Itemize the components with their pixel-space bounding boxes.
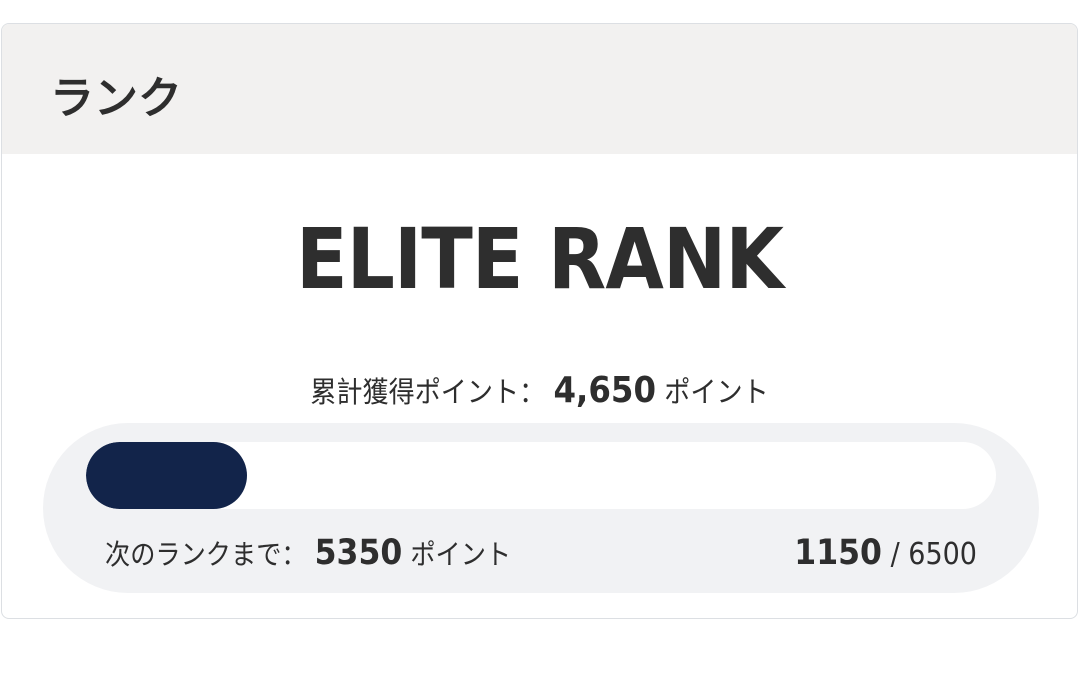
rank-card: ランク ELITE RANK 累計獲得ポイント： 4,650 ポイント 次のラン… (1, 23, 1078, 619)
progress-panel: 次のランクまで： 5350 ポイント 1150 / 6500 (43, 423, 1039, 593)
next-rank-unit: ポイント (410, 538, 512, 571)
total-points: 累計獲得ポイント： 4,650 ポイント (56, 369, 1024, 411)
card-title: ランク (50, 73, 182, 124)
total-points-unit: ポイント (664, 375, 769, 409)
card-header: ランク (2, 24, 1077, 154)
progress-fill (86, 442, 247, 509)
progress-bar (86, 442, 996, 509)
next-rank-points: 次のランクまで： 5350 ポイント (105, 533, 511, 573)
next-rank-value: 5350 (314, 533, 403, 573)
total-points-value: 4,650 (553, 370, 656, 411)
total-points-label: 累計獲得ポイント： (310, 375, 546, 409)
rank-name: ELITE RANK (295, 210, 784, 308)
progress-ratio: 1150 / 6500 (794, 533, 977, 573)
progress-separator: / (890, 537, 900, 572)
progress-current: 1150 (794, 533, 882, 573)
next-rank-label: 次のランクまで： (105, 538, 307, 571)
progress-max: 6500 (908, 537, 977, 572)
